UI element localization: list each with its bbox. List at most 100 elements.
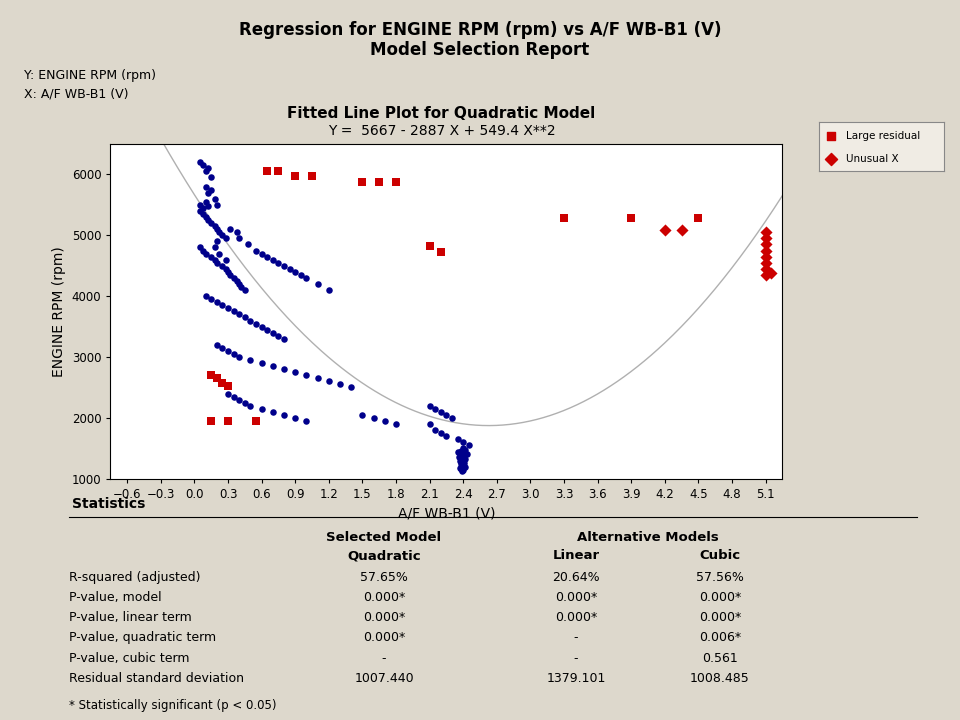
Point [196, 160, 211, 171]
Point [220, 345, 236, 356]
Point [433, 428, 448, 439]
Point [824, 153, 839, 165]
Text: 0.000*: 0.000* [555, 611, 597, 624]
Text: 1007.440: 1007.440 [354, 672, 414, 685]
Point [321, 376, 337, 387]
Point [824, 130, 839, 142]
Point [457, 457, 472, 469]
Text: 0.000*: 0.000* [363, 611, 405, 624]
Point [377, 415, 393, 427]
Point [209, 223, 225, 235]
Point [198, 166, 213, 177]
Point [757, 233, 773, 244]
Point [453, 459, 468, 470]
Point [204, 294, 219, 305]
Point [231, 278, 247, 289]
Text: 0.000*: 0.000* [363, 591, 405, 604]
Text: 0.000*: 0.000* [699, 591, 741, 604]
Point [237, 312, 252, 323]
Point [271, 330, 286, 341]
Point [204, 217, 219, 229]
Text: Large residual: Large residual [847, 131, 921, 141]
Point [198, 290, 213, 302]
Point [757, 251, 773, 262]
Point [204, 171, 219, 183]
Point [763, 267, 779, 279]
Text: 0.006*: 0.006* [699, 631, 741, 644]
Point [458, 444, 473, 455]
Point [757, 239, 773, 251]
Point [454, 466, 469, 477]
Point [450, 446, 466, 458]
Point [220, 415, 236, 427]
Point [207, 193, 223, 204]
Point [243, 315, 258, 326]
Point [453, 450, 468, 462]
Point [454, 456, 469, 467]
Point [388, 176, 403, 187]
Point [276, 260, 292, 271]
Text: * Statistically significant (p < 0.05): * Statistically significant (p < 0.05) [69, 699, 276, 712]
Point [757, 227, 773, 238]
Point [218, 254, 233, 266]
Point [456, 464, 471, 476]
Point [220, 388, 236, 400]
Point [226, 391, 241, 402]
Point [209, 297, 225, 308]
Text: Y =  5667 - 2887 X + 549.4 X**2: Y = 5667 - 2887 X + 549.4 X**2 [327, 124, 556, 138]
Point [220, 302, 236, 314]
Point [223, 269, 238, 281]
Point [458, 461, 473, 472]
Point [422, 240, 438, 252]
Point [198, 181, 213, 192]
Text: 1008.485: 1008.485 [690, 672, 750, 685]
Text: 0.561: 0.561 [702, 652, 738, 665]
Text: Regression for ENGINE RPM (rpm) vs A/F WB-B1 (V): Regression for ENGINE RPM (rpm) vs A/F W… [239, 21, 721, 39]
Point [211, 248, 227, 259]
Point [276, 333, 292, 345]
Point [282, 263, 298, 274]
Point [207, 242, 223, 253]
Point [218, 233, 233, 244]
Point [234, 282, 250, 293]
Text: P-value, quadratic term: P-value, quadratic term [69, 631, 216, 644]
Point [196, 208, 211, 220]
Point [198, 211, 213, 222]
Text: Statistics: Statistics [72, 497, 145, 510]
Point [243, 400, 258, 412]
Point [229, 227, 245, 238]
Point [433, 406, 448, 418]
Point [207, 254, 223, 266]
Point [200, 187, 215, 199]
Point [271, 166, 286, 177]
Point [229, 275, 245, 287]
Point [422, 418, 438, 430]
Point [444, 412, 460, 423]
Point [757, 263, 773, 274]
Point [196, 202, 211, 214]
Point [439, 409, 454, 420]
Text: Fitted Line Plot for Quadratic Model: Fitted Line Plot for Quadratic Model [287, 107, 596, 121]
Point [439, 431, 454, 442]
Point [757, 245, 773, 256]
Point [276, 409, 292, 420]
Point [215, 300, 230, 311]
Text: P-value, linear term: P-value, linear term [69, 611, 192, 624]
Point [658, 225, 673, 236]
Point [433, 246, 448, 258]
Point [209, 235, 225, 247]
Point [354, 176, 370, 187]
Point [271, 257, 286, 269]
Point [253, 403, 269, 415]
Text: Alternative Models: Alternative Models [577, 531, 719, 544]
Text: P-value, model: P-value, model [69, 591, 161, 604]
Text: Cubic: Cubic [700, 549, 740, 562]
Point [265, 361, 280, 372]
Point [220, 380, 236, 392]
Point [211, 227, 227, 238]
Point [253, 357, 269, 369]
Point [461, 439, 476, 451]
Point [366, 412, 381, 423]
Text: Linear: Linear [552, 549, 600, 562]
Point [288, 170, 303, 181]
